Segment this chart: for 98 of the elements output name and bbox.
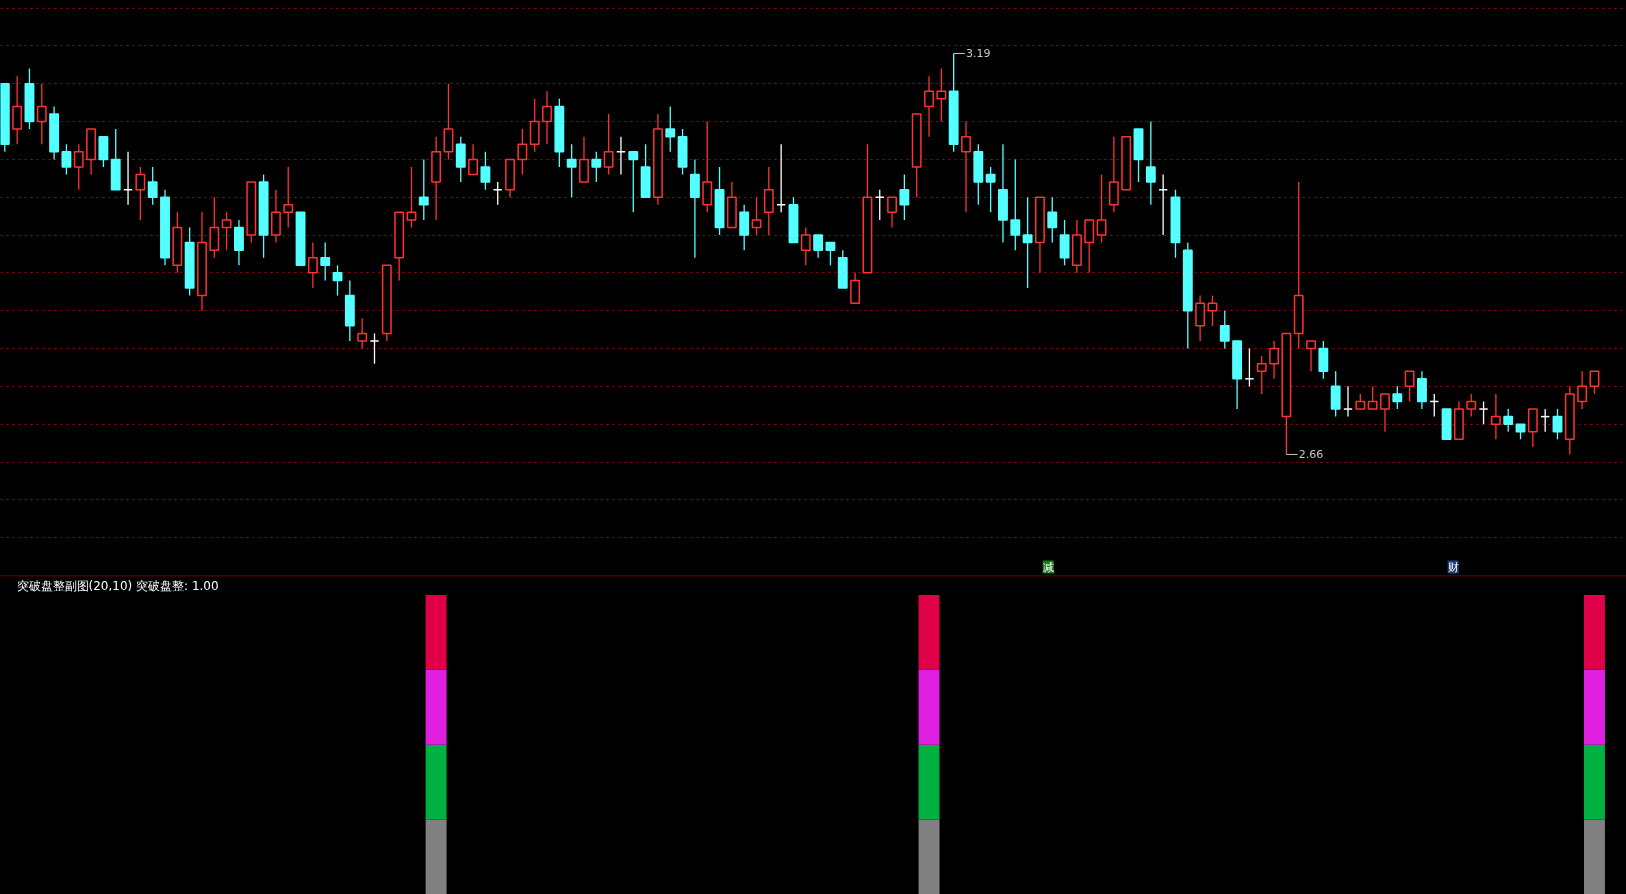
candlestick xyxy=(307,241,318,289)
candlestick xyxy=(1145,120,1156,206)
candlestick xyxy=(443,83,454,161)
candlestick xyxy=(566,143,577,198)
candlestick xyxy=(1318,340,1329,380)
candlestick xyxy=(357,317,368,350)
bar xyxy=(1583,819,1605,894)
candlestick xyxy=(270,188,281,244)
candlestick xyxy=(1059,219,1070,266)
candlestick xyxy=(1367,385,1378,410)
candlestick xyxy=(1589,370,1600,395)
bar xyxy=(918,819,940,894)
candlestick xyxy=(985,166,996,213)
bar xyxy=(918,669,940,745)
candlestick xyxy=(332,264,343,297)
candlestick xyxy=(579,136,589,183)
candlestick xyxy=(603,113,614,176)
candlestick xyxy=(591,151,602,183)
annotation: 减 xyxy=(1042,560,1054,574)
bar xyxy=(425,594,447,670)
candlestick xyxy=(1577,370,1588,410)
candlestick xyxy=(1552,408,1563,440)
bar xyxy=(1583,594,1605,670)
bar xyxy=(1583,744,1605,820)
candlestick xyxy=(1330,370,1341,418)
candlestick xyxy=(763,166,774,236)
candlestick xyxy=(850,272,861,304)
candlestick xyxy=(1022,196,1033,289)
candlestick xyxy=(369,332,380,365)
candlestick xyxy=(936,67,947,123)
candlestick xyxy=(1404,370,1415,403)
bar xyxy=(425,744,447,820)
candlestick xyxy=(874,188,885,221)
candlestick xyxy=(776,143,787,213)
candlestick xyxy=(1478,400,1489,425)
candlestick xyxy=(1343,385,1353,418)
annotation: 2.66 xyxy=(1298,448,1324,462)
candlestick xyxy=(1527,408,1538,448)
candlestick xyxy=(616,136,626,176)
candlestick xyxy=(665,105,676,153)
candlestick xyxy=(1096,173,1107,244)
candlestick xyxy=(1207,294,1218,327)
bar xyxy=(425,819,447,894)
candlestick xyxy=(800,226,811,266)
candlestick xyxy=(221,211,232,251)
candlestick xyxy=(961,120,971,213)
candlestick xyxy=(73,143,84,191)
candlestick xyxy=(1466,393,1477,418)
candlestick xyxy=(1490,393,1501,440)
candlestick xyxy=(418,158,429,221)
candlestick xyxy=(468,143,479,176)
candlestick xyxy=(1417,370,1427,410)
candlestick xyxy=(61,143,72,176)
candlestick xyxy=(813,234,824,259)
candlestick xyxy=(1084,219,1095,274)
candlestick xyxy=(542,90,552,145)
bar xyxy=(918,744,940,820)
candlestick xyxy=(628,151,639,213)
candlestick xyxy=(135,166,146,221)
candlestick xyxy=(1269,340,1280,380)
candlestick xyxy=(529,98,540,153)
candlestick xyxy=(1392,385,1403,410)
annotation: 财 xyxy=(1447,560,1459,574)
candlestick xyxy=(739,204,750,251)
candlestick xyxy=(406,166,417,229)
bar xyxy=(918,594,940,670)
candlestick xyxy=(12,75,23,145)
candlestick xyxy=(1244,347,1255,388)
candlestick xyxy=(1010,158,1021,251)
candlestick xyxy=(887,196,897,229)
candlestick xyxy=(1380,393,1390,433)
candlestick xyxy=(455,136,466,183)
candlestick xyxy=(825,241,836,266)
candlestick xyxy=(751,196,762,236)
candlestick xyxy=(1503,408,1514,433)
candlestick xyxy=(702,120,713,213)
candlestick xyxy=(36,83,47,145)
candlestick xyxy=(899,173,910,221)
chart-title: 突破盘整副图(20,10) 突破盘整: 1.00 xyxy=(16,578,219,593)
candlestick xyxy=(1306,340,1316,372)
bar xyxy=(1583,669,1605,745)
candlestick xyxy=(1195,294,1206,342)
bar xyxy=(425,669,447,745)
candlestick xyxy=(924,75,934,138)
candlestick xyxy=(1256,355,1267,395)
candlestick xyxy=(209,196,220,259)
candlestick xyxy=(283,166,294,229)
candlestick xyxy=(320,241,331,282)
candlestick xyxy=(147,166,158,206)
annotation: 3.19 xyxy=(966,47,991,61)
candlestick xyxy=(480,151,491,191)
candlestick xyxy=(517,128,528,176)
candlestick xyxy=(689,158,700,259)
candlestick xyxy=(98,135,109,168)
candlestick xyxy=(1219,310,1230,350)
candlestick xyxy=(1108,136,1119,213)
candlestick xyxy=(1047,196,1058,244)
candlestick xyxy=(234,219,244,266)
